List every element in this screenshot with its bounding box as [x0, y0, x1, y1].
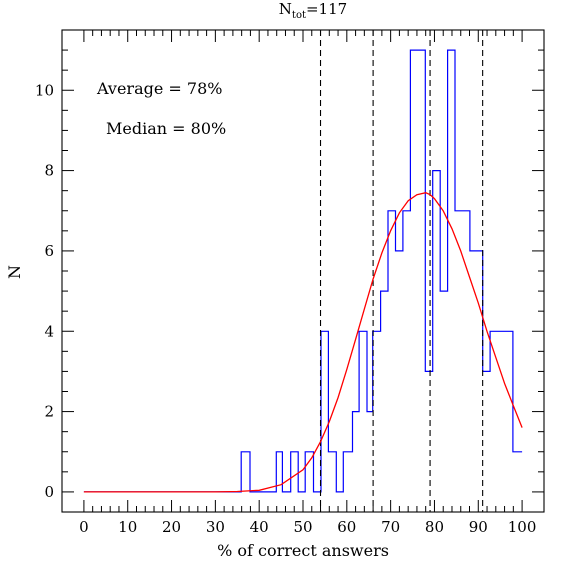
y-tick-label: 2: [44, 403, 54, 421]
x-tick-label: 40: [250, 518, 269, 536]
median-annotation: Median = 80%: [106, 119, 226, 138]
y-tick-label: 8: [44, 162, 54, 180]
x-tick-label: 100: [508, 518, 537, 536]
x-tick-label: 30: [206, 518, 225, 536]
x-tick-label: 20: [162, 518, 181, 536]
gaussian-fit-curve: [83, 192, 523, 493]
y-tick-label: 6: [44, 242, 54, 260]
x-tick-label: 70: [381, 518, 400, 536]
x-tick-label: 80: [425, 518, 444, 536]
y-tick-label: 0: [44, 483, 54, 501]
chart-title: Ntot=117: [279, 0, 347, 21]
y-tick-label: 4: [44, 322, 54, 340]
plot-area: [83, 30, 523, 512]
x-axis-label: % of correct answers: [217, 541, 389, 560]
x-tick-label: 90: [469, 518, 488, 536]
axes: 0 10 20 30 40 50 60 70 80 90 100 0 2 4 6 8 10: [35, 29, 545, 536]
average-annotation: Average = 78%: [96, 79, 222, 98]
x-tick-label: 50: [293, 518, 312, 536]
x-tick-label: 10: [118, 518, 137, 536]
y-axis-label: N: [5, 265, 24, 279]
histogram-series: [83, 49, 523, 493]
plot-frame: [61, 29, 545, 513]
y-tick-label: 10: [35, 81, 54, 99]
x-tick-label: 0: [79, 518, 89, 536]
x-tick-label: 60: [337, 518, 356, 536]
